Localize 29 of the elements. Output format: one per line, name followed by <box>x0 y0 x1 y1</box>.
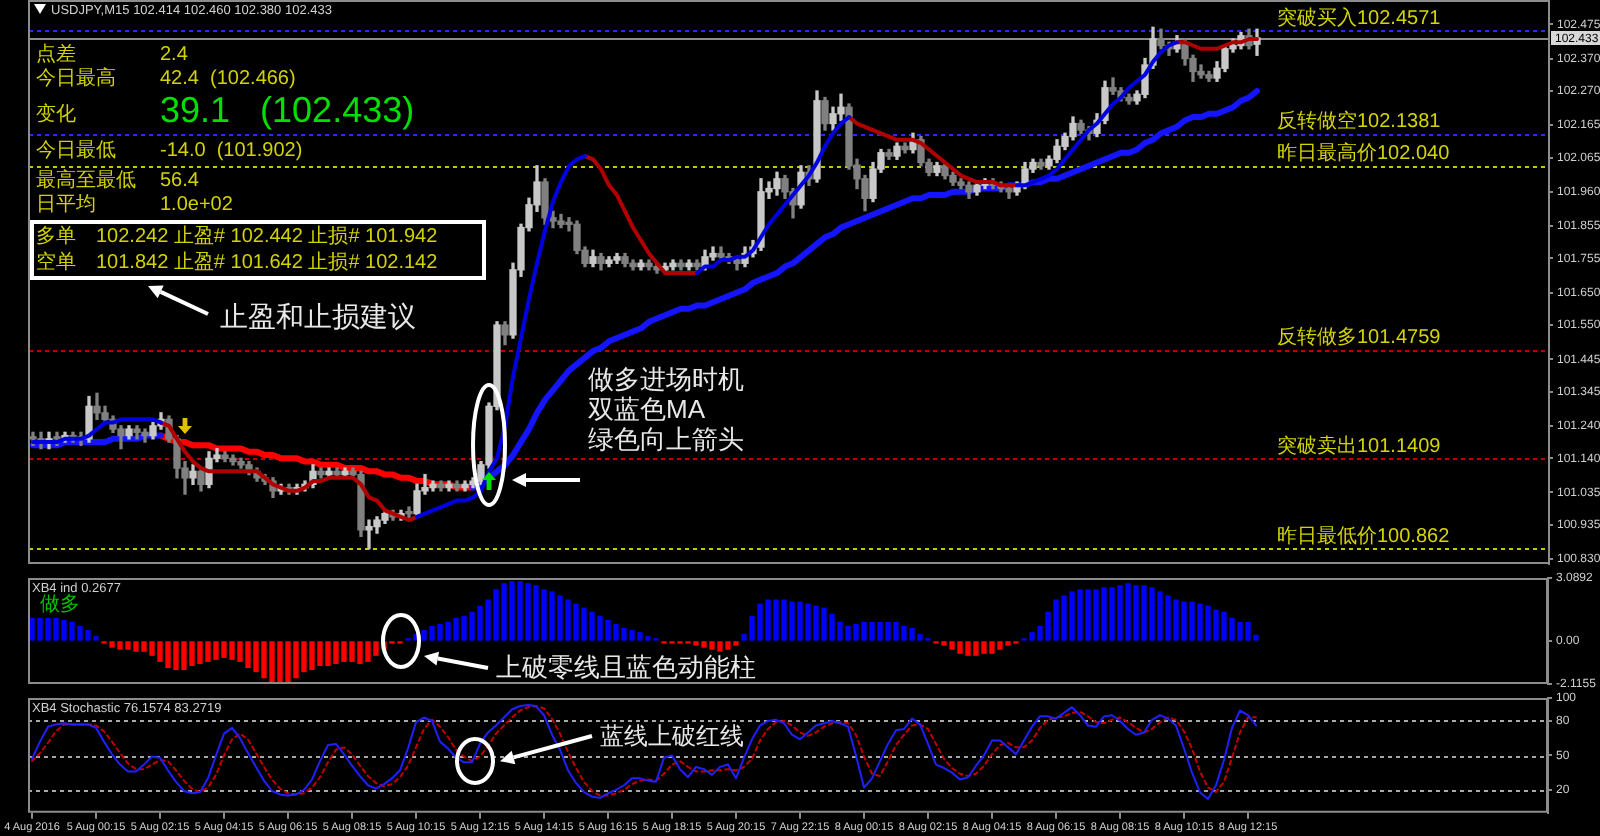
annotation: 今日最高 <box>36 68 116 92</box>
annotation: 止盈和止损建议 <box>220 300 416 332</box>
annotation: 点差 <box>36 44 76 68</box>
annotation: 做多进场时机 <box>588 364 744 394</box>
ref-line-label: 昨日最高价102.040 <box>1277 141 1451 166</box>
annotation: 上破零线且蓝色动能柱 <box>496 652 756 682</box>
annotation: 102.242 止盈# 102.442 止损# 101.942 <box>96 226 438 250</box>
annotation: 蓝线上破红线 <box>600 722 744 750</box>
ref-line-label: 突破买入102.4571 <box>1277 5 1442 30</box>
annotation: 42.4 (102.466) <box>160 68 296 92</box>
ref-line-label: 昨日最低价100.862 <box>1277 524 1451 549</box>
annotation: 做多 <box>40 594 80 618</box>
annotation: -14.0 (101.902) <box>160 140 303 164</box>
annotation: 39.1 (102.433) <box>160 90 415 132</box>
annotation: 空单 <box>36 252 76 276</box>
annotation: 1.0e+02 <box>160 194 233 218</box>
annotation: 日平均 <box>36 194 96 218</box>
ref-line-label: 突破卖出101.1409 <box>1277 433 1442 458</box>
ref-line-label: 反转做空102.1381 <box>1277 109 1442 134</box>
annotation: 101.842 止盈# 101.642 止损# 102.142 <box>96 252 438 276</box>
annotation: 绿色向上箭头 <box>588 424 744 454</box>
annotation: 今日最低 <box>36 140 116 164</box>
annotation: 2.4 <box>160 44 188 68</box>
annotation: 双蓝色MA <box>588 394 705 424</box>
annotation: 最高至最低 <box>36 170 136 194</box>
annotation: 多单 <box>36 226 76 250</box>
annotation: 变化 <box>36 104 76 128</box>
ref-line-label: 反转做多101.4759 <box>1277 324 1442 349</box>
annotation: 56.4 <box>160 170 199 194</box>
